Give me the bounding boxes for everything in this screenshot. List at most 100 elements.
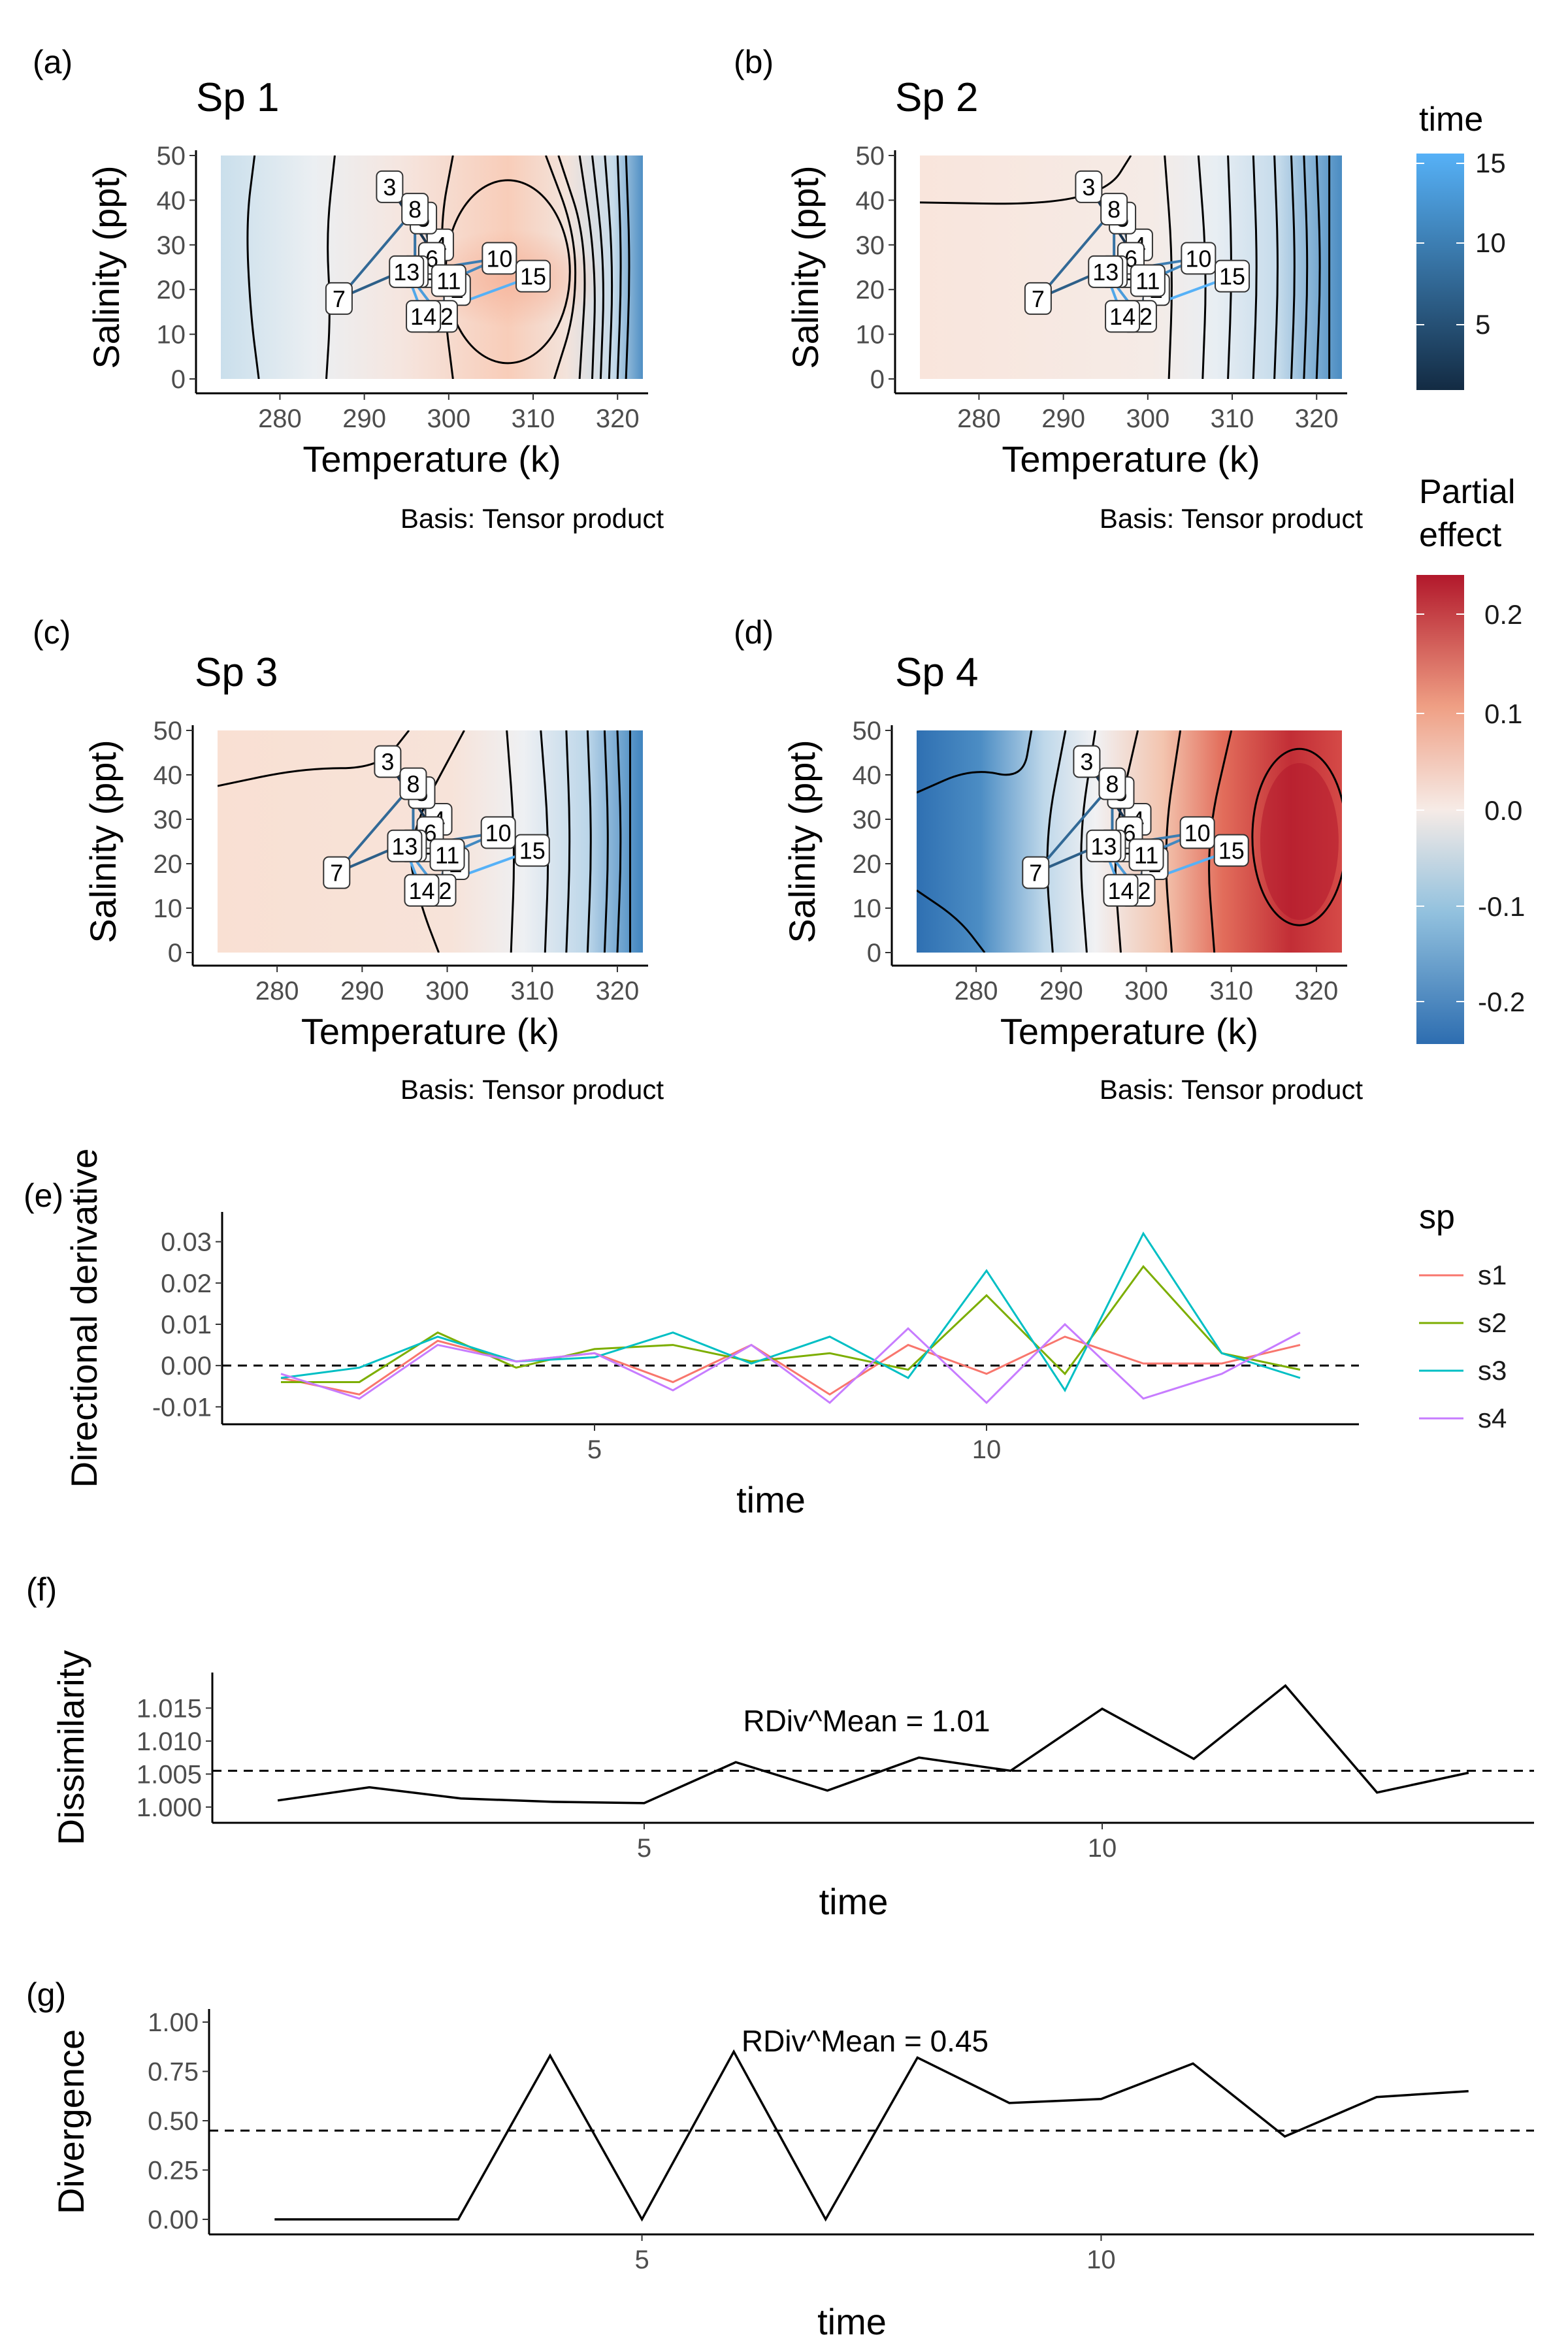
y-tick-label: 0.00 (148, 2206, 199, 2234)
trajectory-point-label: 11 (431, 264, 466, 297)
label-text: 13 (393, 259, 419, 286)
heatmap-hotspot (1260, 763, 1339, 920)
label-text: 15 (519, 838, 546, 864)
panel-tag-b: (b) (734, 44, 774, 80)
y-tick-label: 1.00 (148, 2008, 199, 2037)
trajectory-point-label: 13 (1088, 255, 1124, 288)
caption-b: Basis: Tensor product (1100, 503, 1363, 534)
label-text: 8 (1105, 771, 1119, 798)
x-tick-label: 280 (957, 404, 1001, 433)
panel-tag-c: (c) (33, 614, 71, 651)
trajectory-point-label: 14 (406, 300, 442, 333)
trajectory-point-label: 10 (480, 816, 516, 849)
x-tick-label: 5 (637, 1834, 651, 1863)
trajectory-segment (1034, 783, 1113, 874)
contour-line (545, 155, 577, 379)
contour-line (917, 889, 986, 953)
label-box (429, 838, 465, 872)
label-box (389, 255, 425, 288)
label-box (1105, 300, 1141, 333)
label-box (1100, 193, 1128, 226)
label-box (480, 816, 516, 849)
label-text: 10 (1185, 245, 1211, 272)
label-text: 10 (1184, 819, 1211, 846)
series-line (274, 2049, 1469, 2222)
y-tick-label: 0 (870, 365, 885, 394)
y-axis-title: Directional derivative (63, 1149, 105, 1488)
label-box (1075, 170, 1103, 203)
label-box (1073, 745, 1101, 778)
panel-tag-f: (f) (26, 1571, 57, 1608)
label-text: 7 (330, 860, 343, 887)
x-tick-label: 300 (1126, 404, 1169, 433)
contour-lines (920, 155, 1331, 379)
y-tick-label: 0 (168, 939, 182, 968)
label-text: 3 (1080, 749, 1093, 776)
contour-line (920, 155, 1132, 205)
label-box (401, 193, 429, 226)
legend-effect-tick: 0.2 (1484, 599, 1522, 630)
label-box (1088, 255, 1124, 288)
line-chart-panel: RDiv^Mean = 1.01 5 10 1.000 1.005 1.010 1.015 t… (50, 1650, 1534, 1922)
trajectory: 123456789101112131415 (1022, 745, 1249, 907)
y-tick-label: 0.03 (161, 1228, 212, 1257)
heatmap-panels: Sp 1123456789101112131415280290300310320… (82, 75, 1347, 1052)
legend-sp-title: sp (1419, 1198, 1455, 1236)
x-tick-label: 320 (596, 404, 640, 433)
y-axis-title: Salinity (ppt) (86, 165, 127, 368)
trajectory-point-label: 3 (1075, 170, 1103, 203)
trajectory-segment (338, 208, 416, 300)
label-text: 7 (1029, 860, 1042, 887)
legend-sp: sp s1 s2 s3 s4 (1419, 1198, 1507, 1433)
legend-time-tick: 5 (1475, 309, 1490, 340)
panel-title: Sp 3 (195, 650, 278, 695)
y-tick-label: 20 (154, 850, 183, 879)
x-tick-label: 10 (972, 1435, 1002, 1464)
contour-line (540, 730, 549, 953)
contour-line (1252, 155, 1258, 379)
legend-sp-label: s4 (1478, 1403, 1507, 1433)
y-tick-label: 1.010 (137, 1727, 202, 1756)
label-box (1213, 834, 1249, 867)
label-text: 15 (1219, 263, 1245, 290)
trajectory-point-label: 14 (404, 874, 440, 907)
trajectory-point-label: 15 (1213, 834, 1249, 867)
label-box (387, 829, 423, 862)
trajectory-point-label: 13 (387, 829, 423, 862)
legend-sp-label: s1 (1478, 1260, 1507, 1290)
panel-title: Sp 1 (196, 75, 280, 120)
x-tick-label: 280 (258, 404, 302, 433)
mean-annotation: RDiv^Mean = 0.45 (742, 2024, 988, 2058)
label-text: 8 (1107, 196, 1120, 223)
y-tick-label: 20 (853, 850, 882, 879)
x-tick-label: 320 (596, 977, 640, 1005)
x-axis-title: Temperature (k) (1002, 438, 1260, 480)
label-text: 3 (383, 174, 396, 201)
y-tick-label: 0 (171, 365, 186, 394)
label-box (1128, 838, 1164, 872)
contour-line (616, 730, 622, 953)
trajectory-point-label: 7 (1024, 282, 1052, 315)
x-axis-title: Temperature (k) (1000, 1011, 1258, 1052)
x-tick-label: 280 (955, 977, 998, 1005)
trajectory-segment (335, 783, 414, 874)
legend-partial-effect: Partial effect 0.2 0.1 0.0 -0.1 -0.2 (1416, 473, 1525, 1044)
label-text: 8 (406, 771, 419, 798)
label-box (1086, 829, 1122, 862)
y-axis-title: Divergence (50, 2029, 91, 2214)
y-tick-label: 40 (157, 186, 186, 215)
heatmap-panel: Sp 3123456789101112131415280290300310320… (82, 650, 648, 1052)
label-box (325, 282, 353, 315)
contour-line (591, 155, 604, 379)
trajectory-point-label: 7 (323, 856, 351, 889)
label-box (376, 170, 404, 203)
trajectory-point-label: 3 (374, 745, 402, 778)
y-tick-label: 1.000 (137, 1793, 202, 1822)
legend-time: time 15 10 5 (1416, 101, 1506, 390)
label-box (1181, 242, 1217, 275)
trajectory-point-label: 14 (1105, 300, 1141, 333)
y-axis-title: Salinity (ppt) (785, 165, 826, 368)
contour-line (1251, 747, 1342, 926)
trajectory-point-label: 3 (1073, 745, 1101, 778)
y-axis-title: Dissimilarity (50, 1650, 91, 1846)
